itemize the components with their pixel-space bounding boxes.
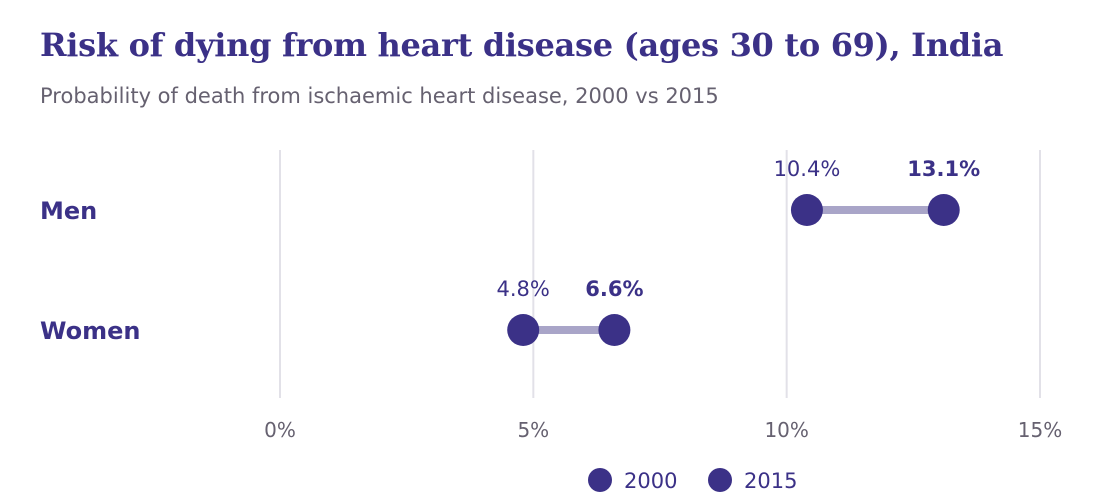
data-label: 4.8% bbox=[497, 277, 550, 301]
category-labels: Men Women bbox=[40, 197, 140, 345]
connectors bbox=[523, 206, 944, 334]
legend-swatch bbox=[708, 468, 732, 492]
x-tick-label: 15% bbox=[1018, 418, 1062, 442]
category-label: Women bbox=[40, 317, 140, 345]
chart-subtitle: Probability of death from ischaemic hear… bbox=[40, 84, 719, 108]
data-label: 13.1% bbox=[907, 157, 980, 181]
chart-title: Risk of dying from heart disease (ages 3… bbox=[40, 26, 1004, 64]
x-tick-label: 0% bbox=[264, 418, 296, 442]
data-point-2000 bbox=[790, 194, 823, 226]
x-tick-label: 5% bbox=[517, 418, 549, 442]
legend: 2000 2015 bbox=[588, 468, 797, 493]
legend-label: 2015 bbox=[744, 469, 797, 493]
x-tick-label: 10% bbox=[764, 418, 808, 442]
data-point-2000 bbox=[507, 314, 540, 346]
gridlines bbox=[279, 150, 1041, 398]
data-point-2015 bbox=[927, 194, 960, 226]
legend-swatch bbox=[588, 468, 612, 492]
data-points bbox=[507, 194, 960, 346]
data-point-2015 bbox=[598, 314, 631, 346]
data-labels: 10.4% 4.8% 13.1% 6.6% bbox=[497, 157, 981, 301]
x-axis-ticks: 0% 5% 10% 15% bbox=[264, 418, 1062, 442]
category-label: Men bbox=[40, 197, 97, 225]
data-label: 10.4% bbox=[774, 157, 841, 181]
legend-label: 2000 bbox=[624, 469, 677, 493]
data-label: 6.6% bbox=[585, 277, 643, 301]
